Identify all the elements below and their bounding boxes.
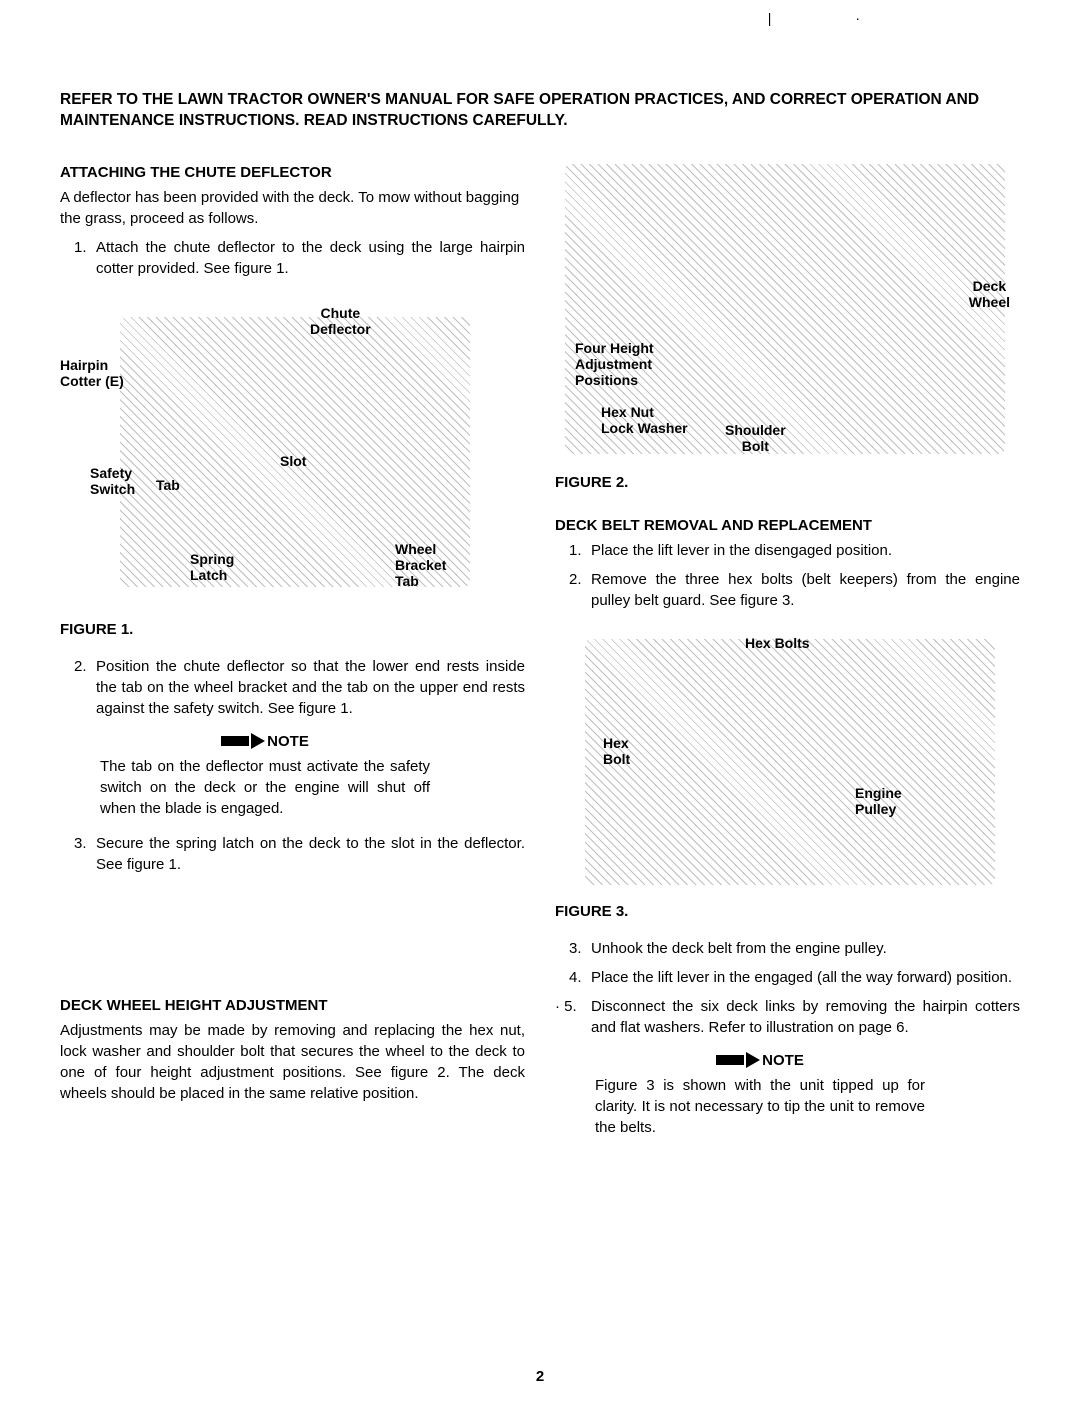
section-intro: A deflector has been provided with the d… bbox=[60, 187, 525, 229]
label-slot: Slot bbox=[280, 453, 306, 469]
list-item: · 5. Disconnect the six deck links by re… bbox=[555, 996, 1020, 1038]
label-safety-switch: Safety Switch bbox=[90, 465, 135, 497]
label-spring-latch: Spring Latch bbox=[190, 551, 234, 583]
figure-3: Hex Bolts Hex Bolt Engine Pulley bbox=[555, 629, 1020, 889]
list-item: 2. Position the chute deflector so that … bbox=[60, 656, 525, 719]
figure-2: Deck Wheel Four Height Adjustment Positi… bbox=[555, 160, 1020, 460]
figure-2-caption: FIGURE 2. bbox=[555, 474, 1020, 491]
label-four-height: Four Height Adjustment Positions bbox=[575, 340, 654, 388]
list-number: 4. bbox=[569, 967, 591, 988]
note-arrow-icon bbox=[251, 733, 265, 749]
note-label: NOTE bbox=[762, 1052, 804, 1069]
figure-3-caption: FIGURE 3. bbox=[555, 903, 1020, 920]
label-chute-deflector: Chute Deflector bbox=[310, 305, 371, 337]
page-number: 2 bbox=[536, 1368, 544, 1385]
list-number: 3. bbox=[74, 833, 96, 875]
list-number: 1. bbox=[74, 237, 96, 279]
figure-1-diagram: Hairpin Cotter (E) Chute Deflector Safet… bbox=[60, 297, 525, 607]
section-title-deck-wheel: DECK WHEEL HEIGHT ADJUSTMENT bbox=[60, 997, 525, 1014]
note-arrow-icon bbox=[746, 1052, 760, 1068]
list-text: Attach the chute deflector to the deck u… bbox=[96, 237, 525, 279]
list-item: 1. Place the lift lever in the disengage… bbox=[555, 540, 1020, 561]
list-text: Place the lift lever in the engaged (all… bbox=[591, 967, 1020, 988]
figure-1: Hairpin Cotter (E) Chute Deflector Safet… bbox=[60, 297, 525, 607]
list-number: · 5. bbox=[555, 996, 591, 1038]
note-arrow-icon bbox=[716, 1055, 744, 1065]
section-title-belt-removal: DECK BELT REMOVAL AND REPLACEMENT bbox=[555, 517, 1020, 534]
list-item: 2. Remove the three hex bolts (belt keep… bbox=[555, 569, 1020, 611]
list-item: 4. Place the lift lever in the engaged (… bbox=[555, 967, 1020, 988]
note-body: The tab on the deflector must activate t… bbox=[100, 756, 430, 819]
list-text: Disconnect the six deck links by removin… bbox=[591, 996, 1020, 1038]
label-deck-wheel: Deck Wheel bbox=[969, 278, 1010, 310]
list-item: 3. Unhook the deck belt from the engine … bbox=[555, 938, 1020, 959]
figure-1-caption: FIGURE 1. bbox=[60, 621, 525, 638]
note-block: NOTE The tab on the deflector must activ… bbox=[100, 733, 430, 819]
two-column-layout: ATTACHING THE CHUTE DEFLECTOR A deflecto… bbox=[60, 160, 1020, 1152]
list-text: Secure the spring latch on the deck to t… bbox=[96, 833, 525, 875]
section-body: Adjustments may be made by removing and … bbox=[60, 1020, 525, 1104]
label-shoulder-bolt: Shoulder Bolt bbox=[725, 422, 786, 454]
list-text: Remove the three hex bolts (belt keepers… bbox=[591, 569, 1020, 611]
label-hex-bolt: Hex Bolt bbox=[603, 735, 630, 767]
figure-3-diagram: Hex Bolts Hex Bolt Engine Pulley bbox=[555, 629, 1020, 889]
note-body: Figure 3 is shown with the unit tipped u… bbox=[595, 1075, 925, 1138]
header-warning: REFER TO THE LAWN TRACTOR OWNER'S MANUAL… bbox=[60, 90, 1020, 132]
list-item: 1. Attach the chute deflector to the dec… bbox=[60, 237, 525, 279]
list-number: 2. bbox=[569, 569, 591, 611]
label-engine-pulley: Engine Pulley bbox=[855, 785, 902, 817]
label-hex-bolts: Hex Bolts bbox=[745, 635, 810, 651]
list-text: Place the lift lever in the disengaged p… bbox=[591, 540, 1020, 561]
list-item: 3. Secure the spring latch on the deck t… bbox=[60, 833, 525, 875]
note-header: NOTE bbox=[100, 733, 430, 750]
note-block: NOTE Figure 3 is shown with the unit tip… bbox=[595, 1052, 925, 1138]
label-hex-nut: Hex Nut Lock Washer bbox=[601, 404, 688, 436]
list-text: Position the chute deflector so that the… bbox=[96, 656, 525, 719]
note-header: NOTE bbox=[595, 1052, 925, 1069]
list-text: Unhook the deck belt from the engine pul… bbox=[591, 938, 1020, 959]
left-column: ATTACHING THE CHUTE DEFLECTOR A deflecto… bbox=[60, 160, 525, 1152]
list-number: 3. bbox=[569, 938, 591, 959]
label-hairpin-cotter: Hairpin Cotter (E) bbox=[60, 357, 124, 389]
note-label: NOTE bbox=[267, 733, 309, 750]
label-tab: Tab bbox=[156, 477, 180, 493]
right-column: Deck Wheel Four Height Adjustment Positi… bbox=[555, 160, 1020, 1152]
scan-marks: | · bbox=[768, 10, 900, 26]
label-wheel-bracket-tab: Wheel Bracket Tab bbox=[395, 541, 446, 589]
section-title-attaching: ATTACHING THE CHUTE DEFLECTOR bbox=[60, 164, 525, 181]
note-arrow-icon bbox=[221, 736, 249, 746]
list-number: 2. bbox=[74, 656, 96, 719]
list-number: 1. bbox=[569, 540, 591, 561]
figure-2-diagram: Deck Wheel Four Height Adjustment Positi… bbox=[555, 160, 1020, 460]
